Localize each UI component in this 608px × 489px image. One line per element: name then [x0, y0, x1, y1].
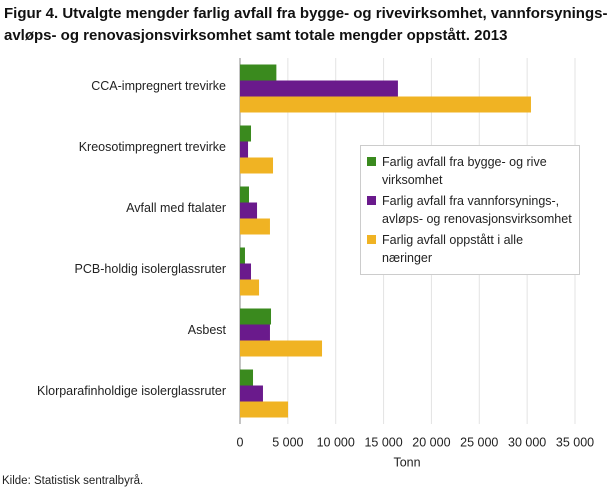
bar — [240, 157, 274, 174]
bar — [240, 125, 252, 142]
x-tick-label: 20 000 — [412, 435, 450, 449]
y-tick-label: Avfall med ftalater — [126, 201, 226, 215]
x-tick-label: 10 000 — [317, 435, 355, 449]
bar — [240, 385, 263, 402]
legend-item: Farlig avfall fra vannforsynings-, avløp… — [367, 192, 573, 228]
legend-swatch — [367, 157, 376, 166]
bar — [240, 247, 245, 264]
x-tick-label: 25 000 — [460, 435, 498, 449]
y-tick-label: Klorparafinholdige isolerglassruter — [37, 384, 226, 398]
legend-item: Farlig avfall fra bygge- og rive virksom… — [367, 153, 573, 189]
bar — [240, 96, 531, 113]
bar — [240, 263, 252, 280]
legend-item: Farlig avfall oppstått i alle næringer — [367, 231, 573, 267]
x-tick-label: 35 000 — [556, 435, 594, 449]
x-tick-label: 15 000 — [364, 435, 402, 449]
legend-swatch — [367, 196, 376, 205]
legend-swatch — [367, 235, 376, 244]
bar — [240, 218, 270, 235]
x-tick-label: 30 000 — [508, 435, 546, 449]
y-tick-label: Asbest — [188, 323, 227, 337]
bar — [240, 279, 260, 296]
bar — [240, 340, 323, 357]
bar — [240, 186, 249, 203]
y-tick-label: PCB-holdig isolerglassruter — [75, 262, 226, 276]
bar — [240, 80, 398, 97]
bar — [240, 141, 249, 158]
x-tick-label: 5 000 — [272, 435, 303, 449]
bar — [240, 369, 254, 386]
bar — [240, 308, 272, 325]
legend: Farlig avfall fra bygge- og rive virksom… — [360, 145, 580, 275]
legend-label: Farlig avfall fra vannforsynings-, avløp… — [382, 194, 572, 226]
bar — [240, 401, 289, 418]
bar — [240, 64, 277, 81]
bar — [240, 324, 270, 341]
legend-label: Farlig avfall oppstått i alle næringer — [382, 233, 524, 265]
chart-title: Figur 4. Utvalgte mengder farlig avfall … — [4, 5, 607, 22]
x-tick-label: 0 — [237, 435, 244, 449]
x-axis-label: Tonn — [393, 455, 420, 469]
source: Kilde: Statistisk sentralbyrå. — [2, 475, 143, 487]
y-tick-label: Kreosotimpregnert trevirke — [79, 140, 226, 154]
bar — [240, 202, 258, 219]
y-tick-label: CCA-impregnert trevirke — [91, 79, 226, 93]
legend-label: Farlig avfall fra bygge- og rive virksom… — [382, 155, 547, 187]
chart-title: avløps- og renovasjonsvirksomhet samt to… — [4, 27, 507, 44]
